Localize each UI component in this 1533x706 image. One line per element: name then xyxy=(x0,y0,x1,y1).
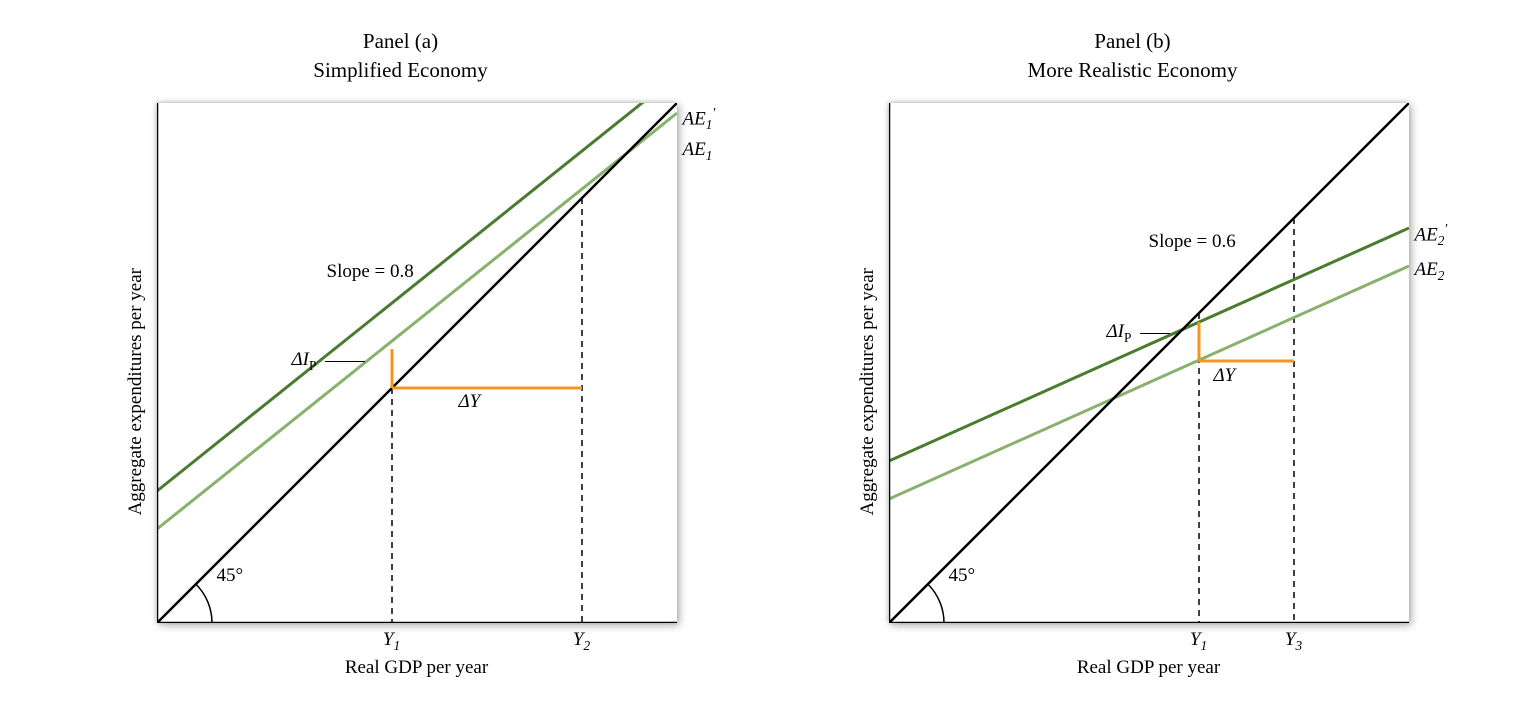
panel-b: Panel (b) More Realistic Economy Aggrega… xyxy=(857,27,1409,680)
panel-a-chart-box: Slope = 0.8 AE1′ AE1 ΔΔIIP ΔY xyxy=(157,103,677,623)
panel-b-x-tick-1: Y1 xyxy=(1190,629,1207,654)
panel-b-title: Panel (b) More Realistic Economy xyxy=(1028,27,1238,86)
panel-a-chart-area: Slope = 0.8 AE1′ AE1 ΔΔIIP ΔY xyxy=(157,103,677,679)
panel-b-angle-label: 45° xyxy=(949,565,976,587)
panel-b-ae-lower-label: AE2 xyxy=(1415,259,1445,284)
panel-b-svg xyxy=(889,103,1409,623)
delta-ip-tickline xyxy=(1140,333,1170,334)
panel-a-chart-wrapper: Aggregate expenditures per year Slope = … xyxy=(125,103,677,679)
panel-b-chart-box: Slope = 0.6 AE2′ AE2 ΔΔIIP ΔY xyxy=(889,103,1409,623)
panel-b-slope-label: Slope = 0.6 xyxy=(1149,231,1236,253)
panel-a-title-line1: Panel (a) xyxy=(363,29,438,53)
panel-a-x-tick-2: Y2 xyxy=(573,629,590,654)
panel-b-delta-y-label: ΔY xyxy=(1214,365,1236,387)
panel-a-ae-lower-label: AE1 xyxy=(683,139,713,164)
panel-a-ae-upper-label: AE1′ xyxy=(683,105,716,133)
panel-a-title: Panel (a) Simplified Economy xyxy=(313,27,487,86)
panels-container: Panel (a) Simplified Economy Aggregate e… xyxy=(125,27,1409,680)
panel-a: Panel (a) Simplified Economy Aggregate e… xyxy=(125,27,677,680)
panel-b-ae-upper-label: AE2′ xyxy=(1415,221,1448,249)
panel-a-delta-y-label: ΔY xyxy=(459,391,481,413)
panel-a-svg xyxy=(157,103,677,623)
delta-ip-tickline xyxy=(325,361,365,362)
panel-b-delta-ip-label: ΔΔIIP xyxy=(1107,321,1171,346)
panel-a-x-tick-labels: Y1 Y2 xyxy=(157,623,677,653)
panel-b-chart-area: Slope = 0.6 AE2′ AE2 ΔΔIIP ΔY xyxy=(889,103,1409,679)
panel-b-title-line2: More Realistic Economy xyxy=(1028,58,1238,82)
panel-a-delta-ip-label: ΔΔIIP xyxy=(292,349,366,374)
panel-b-x-tick-2: Y3 xyxy=(1285,629,1302,654)
panel-b-chart-wrapper: Aggregate expenditures per year Slope = … xyxy=(857,103,1409,679)
panel-a-title-line2: Simplified Economy xyxy=(313,58,487,82)
panel-a-x-axis-label: Real GDP per year xyxy=(157,657,677,679)
panel-a-x-tick-1: Y1 xyxy=(383,629,400,654)
panel-b-x-axis-label: Real GDP per year xyxy=(889,657,1409,679)
panel-b-y-axis-label: Aggregate expenditures per year xyxy=(857,268,879,515)
panel-b-title-line1: Panel (b) xyxy=(1094,29,1170,53)
panel-a-slope-label: Slope = 0.8 xyxy=(327,261,414,283)
panel-b-x-tick-labels: Y1 Y3 xyxy=(889,623,1409,653)
panel-a-angle-label: 45° xyxy=(217,565,244,587)
panel-a-y-axis-label: Aggregate expenditures per year xyxy=(125,268,147,515)
